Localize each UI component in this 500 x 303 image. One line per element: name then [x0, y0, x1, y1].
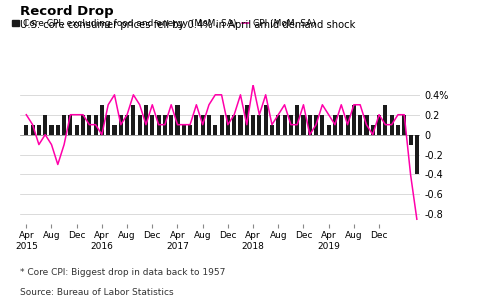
Bar [182, 125, 186, 135]
Bar [370, 125, 375, 135]
Bar [188, 125, 192, 135]
Bar [289, 115, 293, 135]
Bar [176, 105, 180, 135]
Bar [150, 115, 154, 135]
Bar [24, 125, 28, 135]
Bar [87, 115, 92, 135]
Bar [68, 115, 72, 135]
Bar [308, 115, 312, 135]
Bar [251, 115, 255, 135]
Text: Source: Bureau of Labor Statistics: Source: Bureau of Labor Statistics [20, 288, 174, 297]
Bar [194, 115, 198, 135]
Bar [156, 115, 160, 135]
Bar [408, 135, 412, 145]
Bar [200, 115, 204, 135]
Bar [390, 115, 394, 135]
Bar [37, 125, 41, 135]
Bar [352, 105, 356, 135]
Bar [220, 115, 224, 135]
Bar [207, 115, 211, 135]
Bar [415, 135, 419, 175]
Bar [169, 115, 173, 135]
Bar [62, 115, 66, 135]
Bar [226, 115, 230, 135]
Bar [402, 115, 406, 135]
Bar [81, 115, 85, 135]
Bar [364, 115, 368, 135]
Legend: Core CPI, excluding food and energy (MoM, SA), CPI (MoM, SA): Core CPI, excluding food and energy (MoM… [8, 15, 319, 32]
Bar [213, 125, 218, 135]
Bar [258, 115, 262, 135]
Bar [74, 125, 78, 135]
Bar [94, 115, 98, 135]
Bar [326, 125, 330, 135]
Bar [244, 105, 249, 135]
Bar [302, 115, 306, 135]
Bar [238, 115, 242, 135]
Bar [232, 115, 236, 135]
Bar [118, 115, 123, 135]
Bar [333, 115, 337, 135]
Bar [163, 115, 167, 135]
Text: Record Drop: Record Drop [20, 5, 114, 18]
Bar [282, 115, 286, 135]
Bar [320, 115, 324, 135]
Bar [144, 105, 148, 135]
Bar [106, 115, 110, 135]
Bar [358, 115, 362, 135]
Bar [295, 105, 299, 135]
Bar [264, 105, 268, 135]
Bar [100, 105, 104, 135]
Bar [377, 115, 381, 135]
Bar [314, 115, 318, 135]
Bar [396, 125, 400, 135]
Bar [112, 125, 116, 135]
Bar [138, 115, 141, 135]
Text: * Core CPI: Biggest drop in data back to 1957: * Core CPI: Biggest drop in data back to… [20, 268, 226, 277]
Bar [276, 115, 280, 135]
Text: U.S. core consumer prices fell by 0.4% in April amid demand shock: U.S. core consumer prices fell by 0.4% i… [20, 20, 355, 30]
Bar [50, 125, 54, 135]
Bar [30, 125, 34, 135]
Bar [346, 115, 350, 135]
Bar [384, 105, 388, 135]
Bar [132, 105, 136, 135]
Bar [270, 125, 274, 135]
Bar [339, 115, 344, 135]
Bar [43, 115, 47, 135]
Bar [125, 115, 129, 135]
Bar [56, 125, 60, 135]
